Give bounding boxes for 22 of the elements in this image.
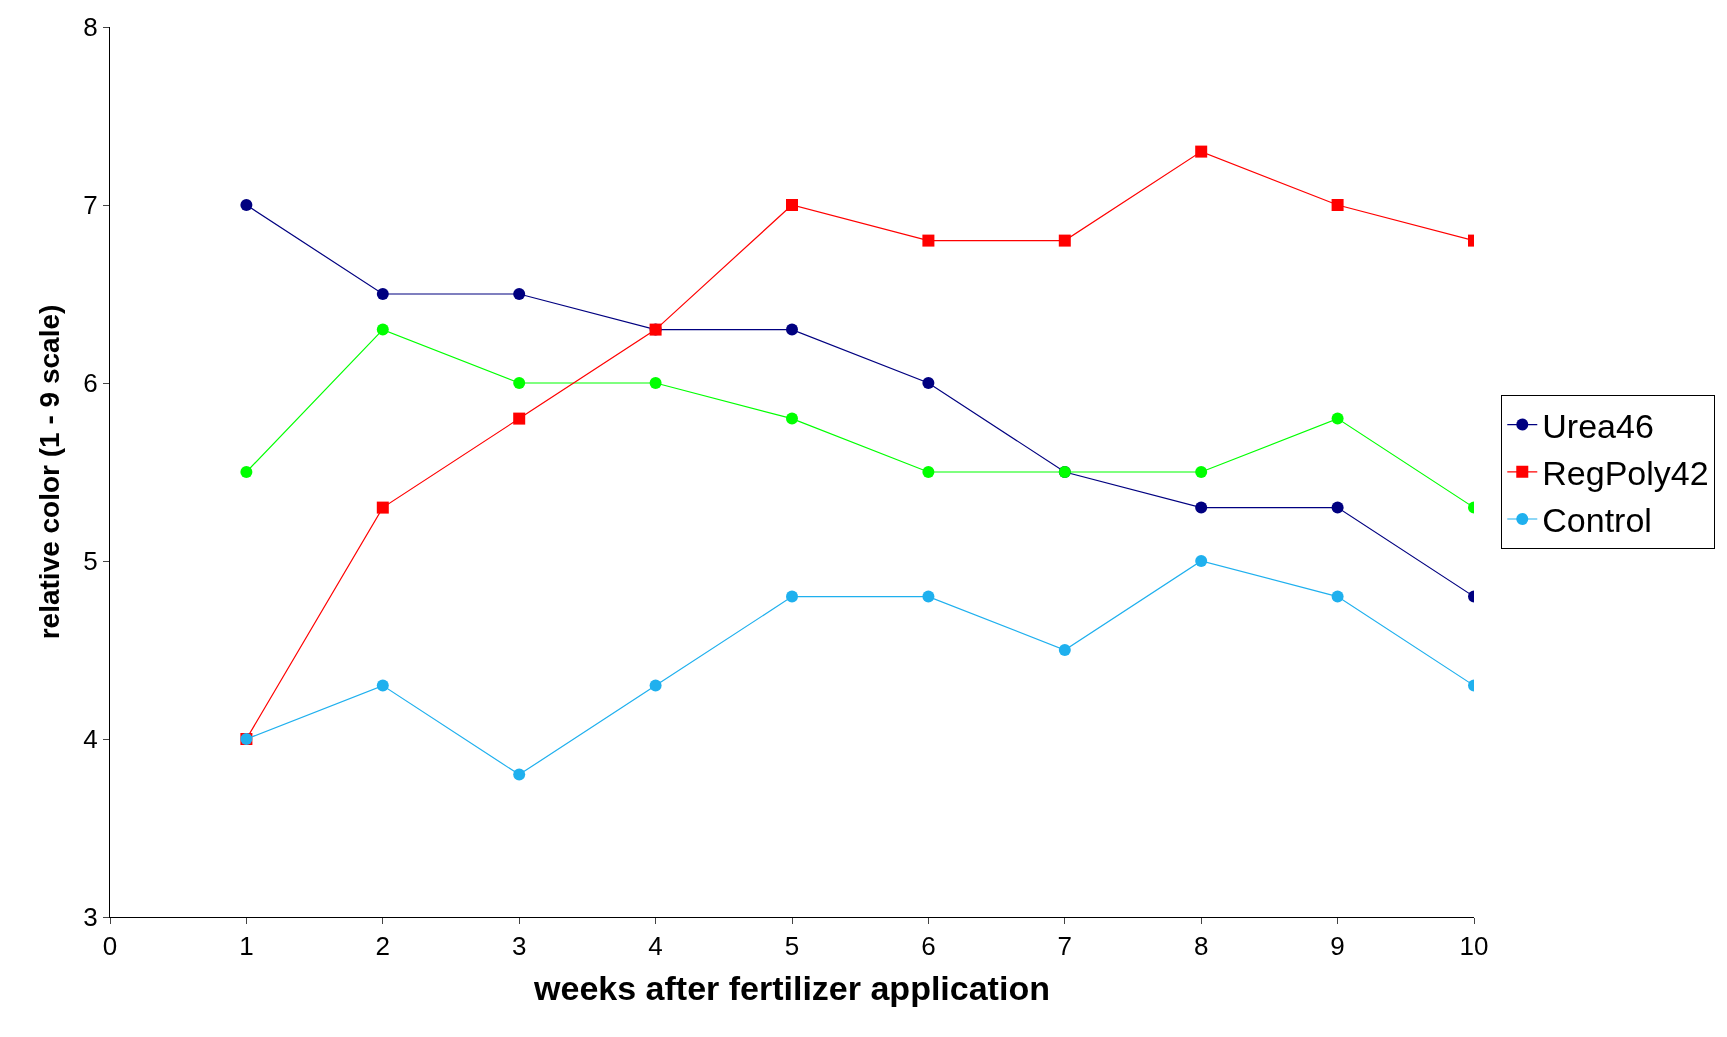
y-axis-title: relative color (1 - 9 scale): [34, 304, 66, 640]
y-tick-label: 4: [83, 724, 98, 755]
x-tick-label: 7: [1057, 931, 1073, 962]
y-tick-label: 5: [83, 546, 98, 577]
x-tick-label: 6: [921, 931, 936, 962]
x-tick-label: 10: [1459, 931, 1489, 962]
x-tick-label: 8: [1193, 931, 1209, 962]
x-tick-label: 4: [648, 931, 663, 962]
legend-label: Control: [1542, 501, 1652, 540]
y-tick-label: 6: [83, 368, 98, 399]
x-tick-label: 2: [375, 931, 391, 962]
y-tick-label: 7: [83, 190, 98, 221]
x-axis-title: weeks after fertilizer application: [533, 968, 1050, 1007]
legend-label: Urea46: [1542, 406, 1654, 445]
x-tick-label: 3: [511, 931, 527, 962]
x-tick-label: 9: [1330, 931, 1345, 962]
y-tick-label: 3: [83, 902, 98, 933]
x-tick-label: 5: [784, 931, 800, 962]
legend-label: RegPoly42: [1542, 454, 1709, 493]
x-tick-label: 0: [102, 931, 118, 962]
y-tick-label: 8: [83, 12, 98, 43]
x-tick-label: 1: [239, 931, 254, 962]
